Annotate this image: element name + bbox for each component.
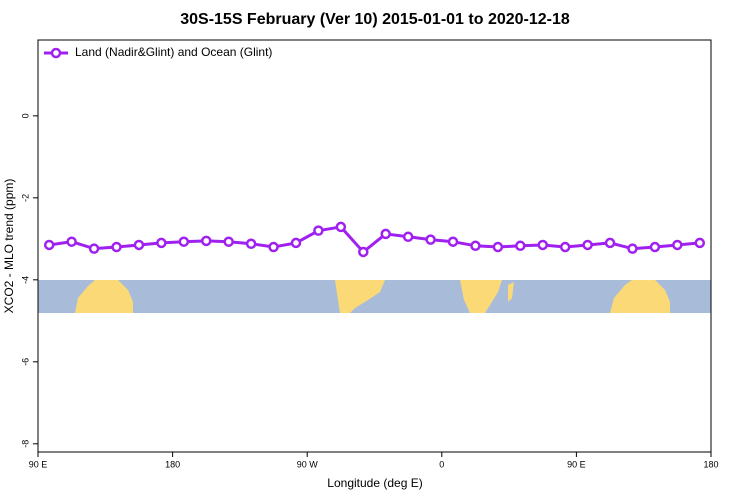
data-point [156, 237, 167, 249]
data-point [582, 239, 593, 251]
data-point [358, 246, 369, 258]
y-tick-label: -8 [20, 440, 30, 448]
data-point [492, 241, 504, 253]
data-point [178, 236, 190, 247]
data-point [425, 234, 436, 245]
x-tick-label: 180 [165, 459, 180, 469]
legend: Land (Nadir&Glint) and Ocean (Glint) [44, 45, 272, 59]
x-tick-label: 90 E [567, 459, 586, 469]
data-point [672, 239, 683, 251]
data-point [604, 237, 616, 249]
data-point [133, 239, 145, 251]
y-tick-label: 0 [20, 113, 30, 118]
y-axis-label: XCO2 - MLO trend (ppm) [2, 179, 16, 314]
data-point [402, 231, 414, 243]
data-point [43, 239, 55, 251]
data-point [694, 237, 706, 249]
chart-title: 30S-15S February (Ver 10) 2015-01-01 to … [180, 11, 570, 28]
data-point [447, 236, 459, 247]
legend-marker [50, 47, 62, 59]
land [460, 280, 502, 313]
data-point [88, 243, 100, 254]
land [75, 280, 133, 313]
data-point [245, 238, 257, 249]
data-point [313, 225, 324, 236]
land [335, 280, 385, 313]
data-point [559, 241, 571, 253]
x-tick-label: 90 W [297, 459, 319, 469]
data-point [380, 228, 391, 240]
legend-label: Land (Nadir&Glint) and Ocean (Glint) [75, 45, 272, 59]
x-tick-label: 0 [439, 459, 444, 469]
land [610, 280, 670, 313]
data-point [537, 239, 548, 251]
y-tick-label: -4 [20, 276, 30, 284]
data-point [627, 243, 638, 254]
x-tick-label: 90 E [29, 459, 48, 469]
data-point [66, 236, 77, 247]
series-line [48, 225, 700, 255]
y-tick-label: -6 [20, 358, 30, 366]
data-point [470, 240, 481, 252]
data-point [649, 241, 661, 253]
data-point [515, 240, 526, 252]
data-point [335, 221, 347, 233]
land [508, 282, 514, 302]
data-point [290, 237, 302, 249]
x-tick-label: 180 [703, 459, 718, 469]
x-axis-label: Longitude (deg E) [327, 476, 422, 490]
data-point [111, 241, 122, 253]
data-point [201, 235, 212, 247]
data-point [268, 241, 279, 253]
data-point [223, 236, 234, 247]
y-tick-label: -2 [20, 194, 30, 202]
map-strip [38, 280, 711, 313]
plot-frame [37, 39, 712, 453]
